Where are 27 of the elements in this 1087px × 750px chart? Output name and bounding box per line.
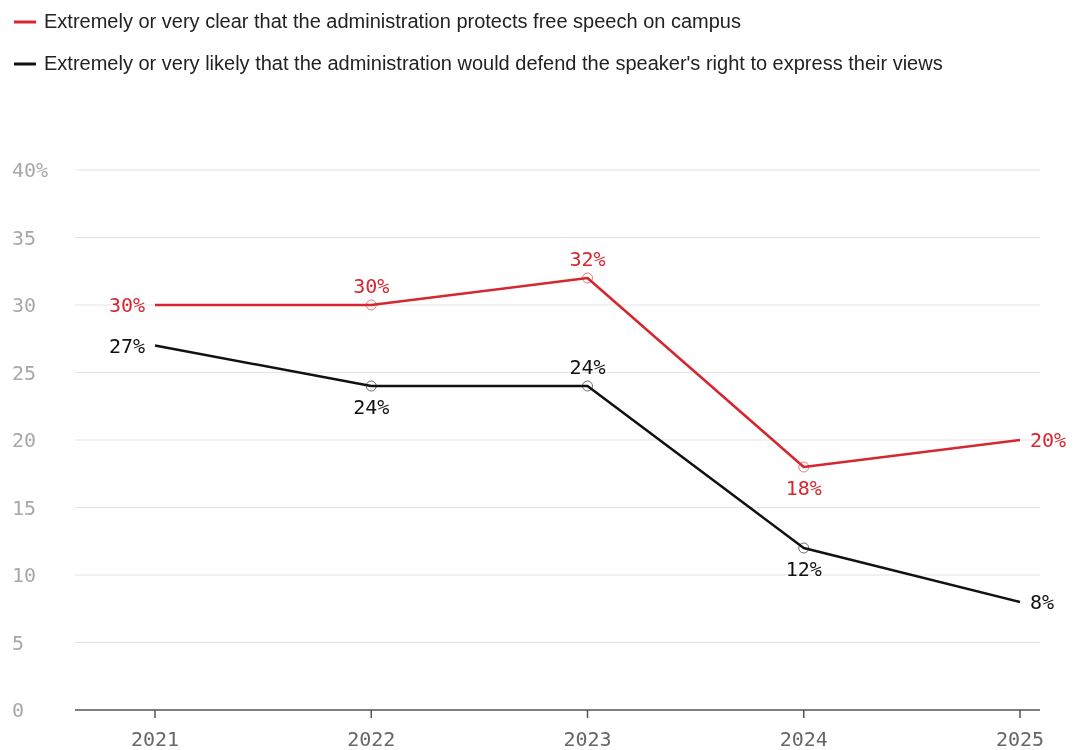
y-tick-label: 25 [12, 360, 37, 385]
y-tick-label: 30 [12, 293, 37, 317]
x-tick-label: 2021 [130, 727, 180, 750]
data-label: 27% [108, 333, 145, 358]
legend-label: Extremely or very clear that the administration protects free speech on campus [44, 10, 741, 32]
data-label: 32% [569, 247, 606, 271]
y-tick-label: 0 [12, 698, 25, 722]
y-tick-label: 35 [12, 225, 37, 250]
data-label: 8% [1030, 590, 1055, 614]
y-tick-label: 10 [12, 563, 37, 587]
x-tick-label: 2025 [995, 727, 1045, 750]
data-label: 12% [785, 557, 822, 581]
data-label: 20% [1030, 428, 1067, 452]
y-tick-label: 40% [12, 158, 49, 182]
y-tick-label: 5 [12, 630, 25, 655]
data-label: 18% [785, 476, 822, 500]
data-label: 24% [569, 355, 606, 379]
line-series [153, 344, 1022, 604]
x-tick-label: 2023 [563, 727, 612, 750]
x-tick-label: 2022 [347, 727, 396, 750]
data-label: 30% [108, 293, 145, 317]
data-label: 24% [353, 395, 390, 419]
y-tick-label: 20 [12, 428, 37, 452]
legend-label: Extremely or very likely that the administration would defend the speaker's right to express their views [44, 52, 943, 74]
x-tick-label: 2024 [779, 727, 828, 750]
y-tick-label: 15 [12, 495, 37, 520]
data-label: 30% [353, 274, 390, 298]
